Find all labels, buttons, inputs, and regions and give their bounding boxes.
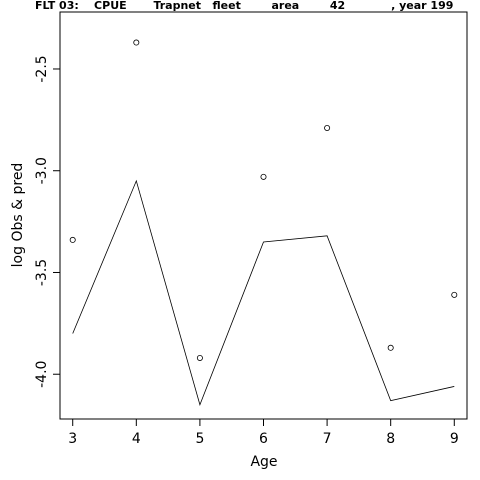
observed-point: [451, 291, 458, 298]
x-tick-label: 9: [450, 431, 459, 447]
observed-point: [133, 39, 140, 46]
observed-point: [196, 354, 203, 361]
x-axis: 3 4 5 6 7 8 9: [68, 419, 459, 447]
observed-point: [69, 236, 76, 243]
x-axis-label: Age: [250, 454, 277, 470]
observed-point: [324, 124, 331, 131]
y-axis-label: log Obs & pred: [10, 163, 26, 268]
y-tick-label: -3.5: [34, 259, 50, 286]
x-tick-label: 3: [68, 431, 77, 447]
x-tick-label: 4: [132, 431, 141, 447]
observed-point: [387, 344, 394, 351]
x-tick-label: 8: [386, 431, 395, 447]
x-tick-label: 6: [259, 431, 268, 447]
y-tick-label: -2.5: [34, 55, 50, 82]
y-axis: -2.5 -3.0 -3.5 -4.0: [34, 55, 60, 388]
x-tick-label: 5: [195, 431, 204, 447]
chart-title: FLT 03: CPUE Trapnet fleet area 42 , yea…: [35, 0, 454, 12]
observed-point: [260, 173, 267, 180]
observed-points: [69, 39, 458, 361]
predicted-line: [72, 179, 455, 407]
x-tick-label: 7: [323, 431, 332, 447]
y-tick-label: -3.0: [34, 157, 50, 184]
y-tick-label: -4.0: [34, 361, 50, 388]
plot-frame: [59, 11, 468, 420]
